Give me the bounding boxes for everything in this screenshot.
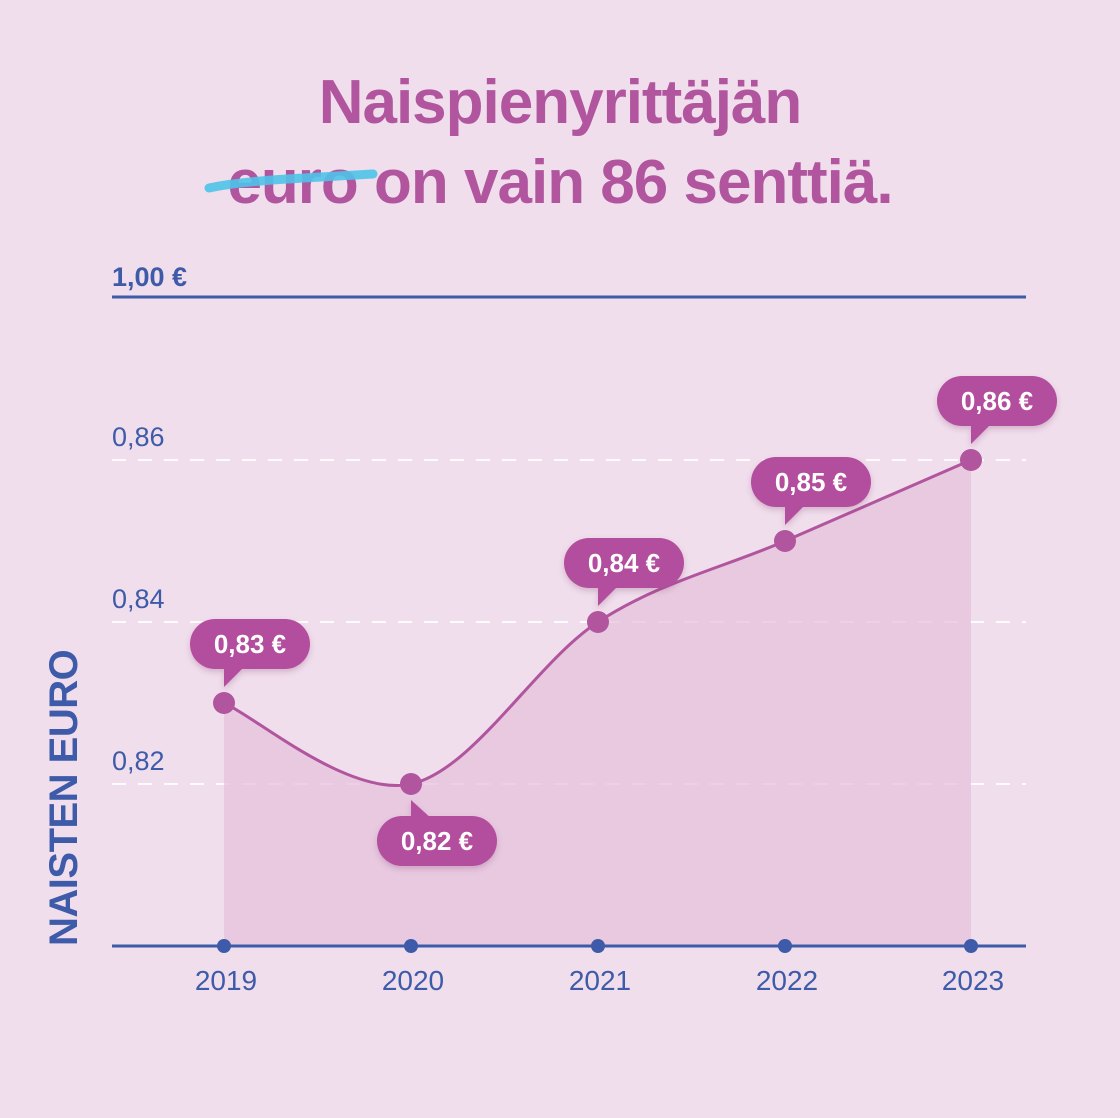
strikethrough-mark — [204, 169, 378, 193]
x-tick-label: 2019 — [195, 965, 257, 996]
data-label-bubble — [751, 457, 871, 525]
data-point — [774, 530, 796, 552]
data-label-bubble — [377, 800, 497, 866]
x-axis-tick — [591, 939, 605, 953]
bubble-tail — [224, 665, 246, 687]
x-axis-tick — [217, 939, 231, 953]
data-label: 0,83 € — [214, 629, 286, 659]
data-label-bubble — [937, 376, 1057, 444]
y-tick-label: 0,82 — [112, 746, 165, 776]
data-point — [400, 773, 422, 795]
data-label: 0,84 € — [588, 548, 660, 578]
y-tick-label: 0,86 — [112, 422, 165, 452]
bubble-body — [377, 816, 497, 866]
data-label: 0,85 € — [775, 467, 847, 497]
chart-title-line-1: Naispienyrittäjän — [318, 68, 803, 137]
x-tick-label: 2020 — [382, 965, 444, 996]
struck-word: euro — [204, 152, 378, 214]
x-axis-tick — [778, 939, 792, 953]
bubble-body — [751, 457, 871, 507]
data-point — [213, 692, 235, 714]
x-tick-label: 2021 — [569, 965, 631, 996]
x-axis-tick — [964, 939, 978, 953]
data-label-bubble — [564, 538, 684, 606]
bubble-body — [190, 619, 310, 669]
bubble-tail — [785, 503, 807, 525]
data-point — [960, 449, 982, 471]
bubble-tail — [411, 800, 433, 820]
bubble-body — [564, 538, 684, 588]
bubble-body — [937, 376, 1057, 426]
data-label: 0,86 € — [961, 386, 1033, 416]
x-axis-tick — [404, 939, 418, 953]
y-tick-label: 0,84 — [112, 584, 165, 614]
reference-line-label: 1,00 € — [112, 262, 187, 292]
data-label: 0,82 € — [401, 826, 473, 856]
data-point — [587, 611, 609, 633]
title-rest: on vain 86 senttiä. — [357, 148, 894, 217]
x-tick-label: 2023 — [942, 965, 1004, 996]
chart-title-line-2: euro on vain 86 senttiä. — [0, 152, 1120, 214]
data-label-bubble — [190, 619, 310, 687]
bubble-tail — [971, 422, 993, 444]
x-tick-label: 2022 — [756, 965, 818, 996]
bubble-tail — [598, 584, 620, 606]
area-fill — [224, 460, 971, 946]
